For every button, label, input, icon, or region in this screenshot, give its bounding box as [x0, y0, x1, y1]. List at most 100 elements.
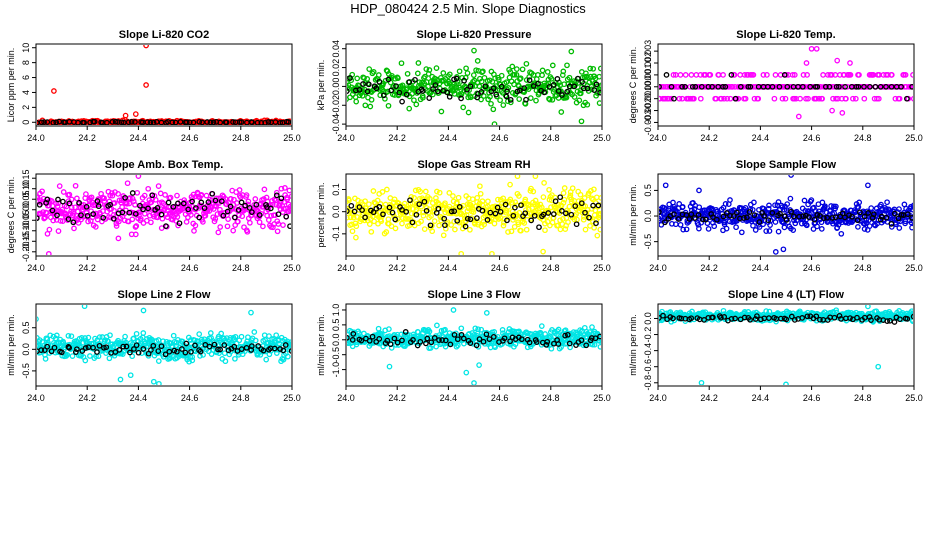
data-point — [74, 346, 80, 353]
data-point — [800, 72, 807, 78]
data-point — [490, 106, 497, 113]
data-point — [578, 200, 585, 207]
data-point — [592, 207, 599, 214]
data-point — [564, 331, 571, 338]
plot-frame — [345, 173, 603, 257]
data-point — [378, 331, 385, 337]
data-point — [563, 94, 570, 101]
data-point — [366, 337, 373, 344]
data-point — [861, 95, 868, 102]
data-point — [699, 216, 706, 223]
data-point — [508, 228, 515, 235]
y-tick-label: -0.8 — [643, 375, 653, 391]
data-point — [675, 216, 682, 222]
data-point — [230, 119, 236, 125]
data-point — [720, 83, 726, 90]
data-point — [671, 95, 677, 102]
data-point — [407, 197, 413, 204]
data-point — [751, 212, 758, 218]
data-point — [718, 95, 725, 102]
data-point — [741, 314, 748, 321]
data-point — [481, 74, 488, 81]
data-point — [426, 67, 433, 73]
data-point — [565, 219, 571, 225]
data-point — [434, 88, 441, 95]
data-point — [701, 317, 707, 323]
series-all — [37, 45, 291, 125]
data-point — [814, 223, 820, 230]
data-point — [384, 88, 391, 95]
data-point — [849, 213, 855, 220]
data-point — [536, 224, 542, 231]
data-point — [83, 191, 89, 197]
data-point — [359, 207, 365, 213]
x-tick-label: 25.0 — [283, 393, 301, 403]
data-point — [518, 202, 524, 209]
data-point — [549, 96, 556, 103]
data-point — [877, 83, 884, 90]
data-point — [539, 67, 546, 74]
y-axis-label: ml/min per min. — [316, 314, 326, 376]
data-point — [384, 186, 390, 193]
y-tick-label: -0.003 — [643, 110, 653, 136]
data-point — [776, 83, 783, 90]
data-point — [560, 68, 567, 75]
data-point — [274, 228, 281, 235]
data-point — [865, 210, 871, 216]
data-point — [665, 95, 672, 102]
data-point — [253, 212, 260, 219]
chart-title: Slope Li-820 Temp. — [736, 29, 835, 41]
data-point — [480, 338, 487, 345]
data-point — [554, 76, 561, 82]
data-point — [411, 97, 417, 104]
data-point — [132, 111, 139, 117]
data-point — [217, 346, 223, 353]
data-point — [403, 208, 410, 215]
data-point — [553, 331, 560, 338]
data-point — [769, 210, 776, 216]
data-point — [531, 212, 538, 219]
data-point — [359, 92, 366, 99]
data-point — [456, 204, 463, 210]
data-point — [464, 70, 471, 76]
data-point — [557, 194, 564, 201]
data-point — [242, 202, 248, 209]
data-point — [865, 182, 871, 189]
data-point — [376, 336, 383, 342]
data-point — [576, 97, 583, 104]
data-point — [141, 210, 148, 217]
data-point — [896, 225, 903, 231]
data-point — [410, 337, 416, 343]
data-point — [133, 330, 140, 337]
data-point — [580, 216, 587, 223]
data-point — [861, 213, 868, 220]
data-point — [450, 307, 457, 313]
data-point — [198, 191, 205, 198]
data-point — [597, 226, 601, 233]
data-point — [784, 83, 791, 90]
data-point — [552, 198, 559, 205]
data-point — [423, 340, 429, 347]
data-point — [861, 226, 868, 232]
data-point — [103, 344, 110, 351]
data-point — [550, 82, 557, 88]
y-tick-label: 0.0 — [331, 205, 341, 218]
data-point — [260, 347, 267, 354]
data-point — [50, 119, 57, 125]
data-point — [170, 203, 177, 210]
data-point — [122, 194, 128, 201]
data-point — [491, 121, 498, 125]
data-point — [591, 224, 597, 231]
data-point — [662, 95, 669, 102]
data-point — [245, 198, 252, 205]
data-point — [591, 87, 598, 93]
data-point — [79, 348, 86, 354]
data-point — [897, 316, 903, 323]
data-point — [366, 66, 373, 72]
data-point — [691, 215, 698, 221]
series-subset — [37, 340, 291, 358]
data-point — [284, 196, 291, 203]
